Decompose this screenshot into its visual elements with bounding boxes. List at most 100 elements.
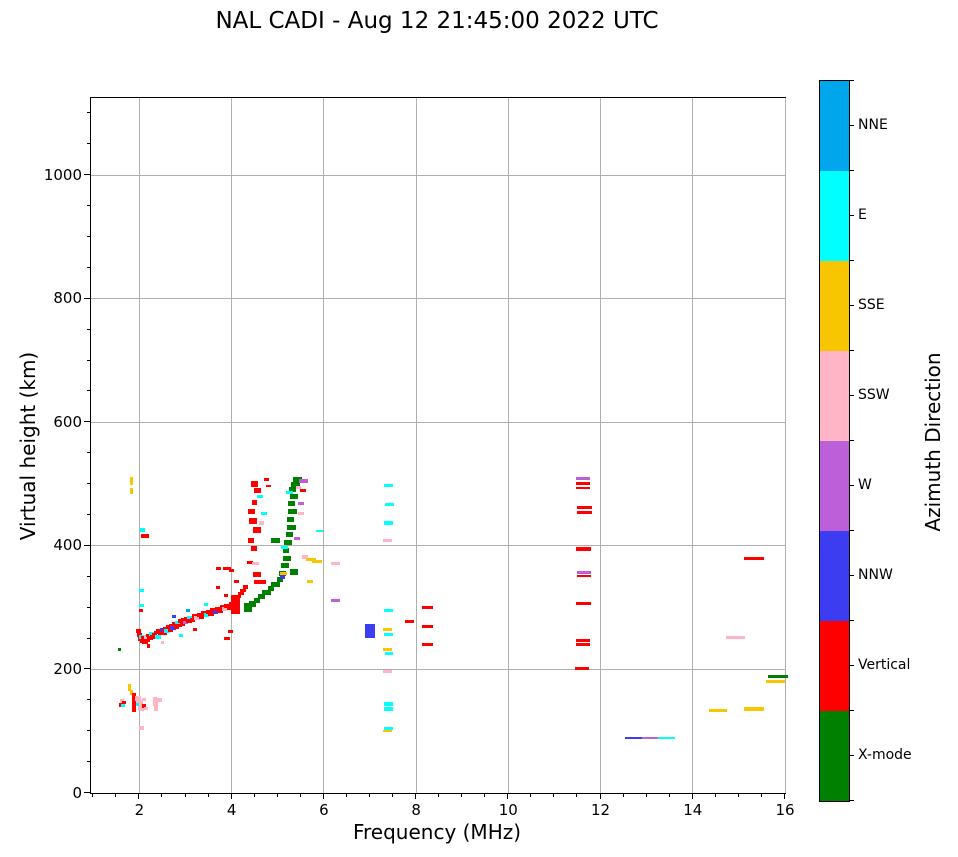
data-point: [215, 585, 221, 589]
data-point: [122, 701, 127, 705]
x-major-tick: [691, 793, 693, 799]
data-point: [266, 484, 271, 488]
data-point: [219, 605, 226, 609]
data-point: [131, 702, 136, 708]
colorbar-tick: [850, 395, 854, 396]
chart-title: NAL CADI - Aug 12 21:45:00 2022 UTC: [215, 8, 659, 34]
data-point: [129, 488, 134, 494]
data-point: [293, 476, 302, 482]
data-point: [170, 626, 176, 630]
data-point: [383, 729, 392, 733]
data-point: [248, 538, 254, 544]
data-point: [155, 634, 161, 639]
colorbar-segment-ssw: [820, 351, 849, 441]
data-point: [160, 641, 165, 645]
y-minor-tick: [86, 606, 90, 608]
y-minor-tick: [86, 359, 90, 361]
data-point: [162, 626, 169, 631]
data-point: [187, 615, 193, 620]
data-point: [766, 680, 786, 684]
data-point: [576, 486, 590, 490]
data-point: [131, 693, 136, 698]
colorbar-segment-vertical: [820, 621, 849, 711]
gridline-vertical: [507, 98, 509, 793]
data-point: [138, 705, 144, 711]
y-major-tick: [84, 174, 90, 176]
data-point: [280, 563, 289, 569]
data-point: [135, 629, 142, 633]
colorbar-tick: [850, 440, 854, 441]
colorbar-tick: [850, 710, 854, 711]
x-minor-tick: [253, 793, 255, 797]
x-minor-tick: [345, 793, 347, 797]
data-point: [152, 700, 159, 706]
colorbar-tick-label: Vertical: [858, 657, 911, 673]
data-point: [285, 491, 293, 495]
data-point: [577, 575, 592, 578]
x-tick-label: 2: [134, 801, 145, 819]
data-point: [152, 696, 157, 701]
data-point: [641, 736, 659, 740]
data-point: [276, 577, 284, 583]
x-major-tick: [322, 793, 324, 799]
data-point: [283, 555, 291, 561]
y-minor-tick: [86, 390, 90, 392]
data-point: [129, 689, 134, 696]
data-point: [217, 608, 223, 613]
y-major-tick: [84, 421, 90, 423]
y-major-tick: [84, 668, 90, 670]
x-minor-tick: [714, 793, 716, 797]
data-point: [384, 652, 394, 655]
y-tick-label: 200: [53, 659, 82, 678]
x-minor-tick: [645, 793, 647, 797]
data-point: [281, 545, 288, 549]
data-point: [306, 579, 314, 583]
data-point: [174, 620, 181, 625]
colorbar-tick: [850, 530, 854, 531]
x-tick-label: 16: [775, 801, 795, 819]
data-point: [120, 704, 125, 708]
data-point: [271, 581, 280, 587]
data-point: [287, 501, 296, 507]
data-point: [251, 481, 259, 487]
data-point: [302, 555, 309, 559]
data-point: [383, 707, 394, 711]
data-point: [280, 571, 287, 575]
data-point: [331, 561, 340, 565]
data-point: [192, 627, 197, 631]
y-minor-tick: [86, 112, 90, 114]
gridline-vertical: [323, 98, 325, 793]
data-point: [261, 589, 271, 595]
x-minor-tick: [576, 793, 578, 797]
data-point: [142, 704, 146, 708]
colorbar-segment-nne: [820, 81, 849, 171]
data-point: [196, 613, 203, 617]
data-point: [384, 726, 393, 730]
data-point: [300, 488, 306, 492]
data-point: [205, 610, 212, 614]
y-major-tick: [84, 297, 90, 299]
colorbar-tick-label: E: [858, 207, 867, 223]
data-point: [168, 623, 175, 628]
y-tick-label: 0: [72, 783, 82, 802]
colorbar-tick-label: W: [858, 477, 872, 493]
data-point: [298, 512, 304, 516]
data-point: [229, 569, 234, 572]
data-point: [198, 615, 205, 619]
data-point: [147, 636, 153, 641]
data-point: [185, 619, 192, 624]
data-point: [184, 616, 190, 621]
gridline-horizontal: [91, 421, 785, 423]
x-minor-tick: [184, 793, 186, 797]
colorbar-tick-label: NNW: [858, 567, 893, 583]
data-point: [250, 545, 257, 551]
data-point: [383, 647, 392, 651]
colorbar-tick: [850, 575, 854, 576]
data-point: [172, 622, 178, 627]
data-point: [576, 602, 591, 606]
data-point: [136, 700, 143, 706]
data-point: [312, 559, 322, 563]
data-point: [224, 637, 230, 641]
colorbar-tick-label: NNE: [858, 117, 888, 133]
data-point: [306, 557, 316, 561]
